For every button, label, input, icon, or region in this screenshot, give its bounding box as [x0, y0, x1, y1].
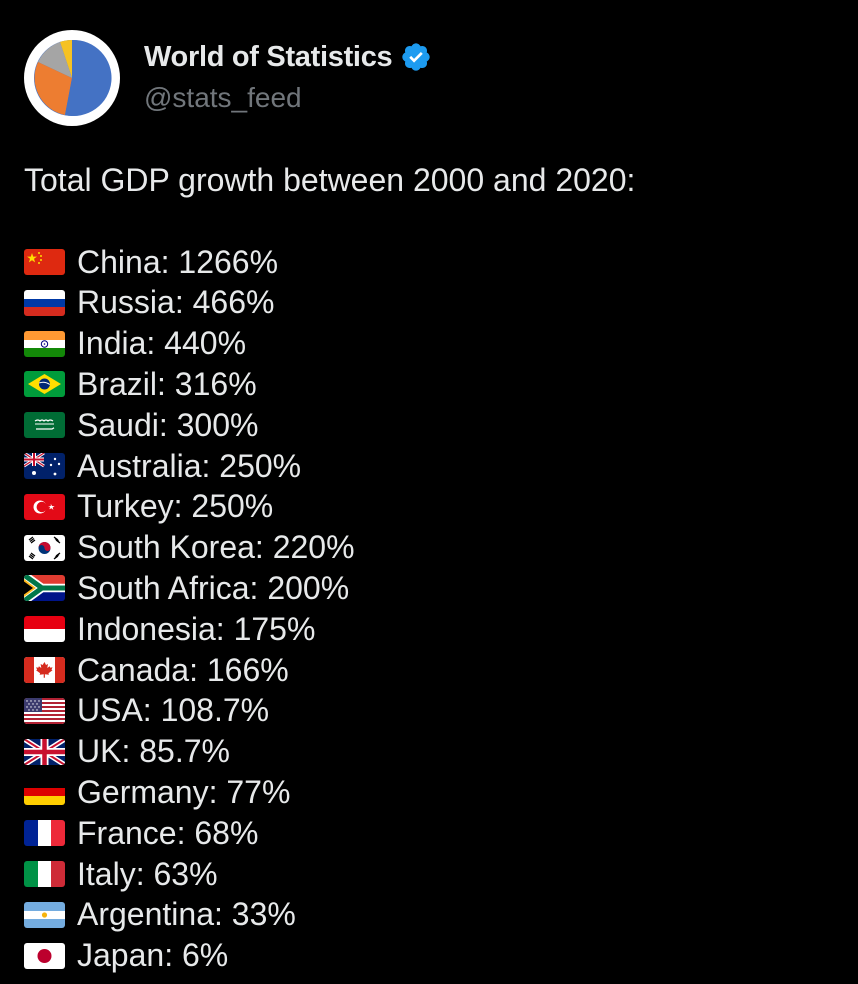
tweet-text: Total GDP growth between 2000 and 2020: …	[24, 160, 635, 976]
list-item-text: Saudi: 300%	[77, 406, 259, 443]
tweet-header: World of Statistics @stats_feed	[24, 30, 432, 126]
list-item: Turkey: 250%	[24, 486, 635, 527]
list-item: Canada: 166%	[24, 650, 635, 691]
list-item-text: China: 1266%	[77, 243, 279, 280]
list-item-text: South Africa: 200%	[77, 569, 350, 606]
author-name[interactable]: World of Statistics	[144, 40, 393, 73]
list-item: China: 1266%	[24, 242, 635, 283]
list-item: UK: 85.7%	[24, 731, 635, 772]
list-item-text: Italy: 63%	[77, 855, 218, 892]
australia-flag-icon	[24, 452, 65, 479]
list-item: Argentina: 33%	[24, 894, 635, 935]
author-info: World of Statistics @stats_feed	[144, 40, 432, 114]
list-item: USA: 108.7%	[24, 690, 635, 731]
france-flag-icon	[24, 820, 65, 847]
list-item: Indonesia: 175%	[24, 609, 635, 650]
list-item: South Korea: 220%	[24, 527, 635, 568]
list-item-text: USA: 108.7%	[77, 692, 270, 729]
japan-flag-icon	[24, 942, 65, 969]
brazil-flag-icon	[24, 371, 65, 398]
uk-flag-icon	[24, 738, 65, 765]
china-flag-icon	[24, 248, 65, 275]
italy-flag-icon	[24, 860, 65, 887]
pie-chart-logo-icon	[34, 39, 112, 116]
blank-line	[24, 201, 635, 242]
list-item: South Africa: 200%	[24, 568, 635, 609]
list-item: India: 440%	[24, 323, 635, 364]
canada-flag-icon	[24, 656, 65, 683]
list-item-text: Brazil: 316%	[77, 365, 257, 402]
list-item: Russia: 466%	[24, 282, 635, 323]
south-africa-flag-icon	[24, 575, 65, 602]
list-item: Australia: 250%	[24, 446, 635, 487]
list-item-text: Argentina: 33%	[77, 896, 296, 933]
list-item-text: Australia: 250%	[77, 447, 302, 484]
author-handle[interactable]: @stats_feed	[144, 82, 302, 113]
list-item: Saudi: 300%	[24, 405, 635, 446]
list-item: Germany: 77%	[24, 772, 635, 813]
tweet-title: Total GDP growth between 2000 and 2020:	[24, 162, 636, 198]
author-name-row: World of Statistics	[144, 40, 432, 73]
verified-badge-icon[interactable]	[400, 41, 432, 73]
list-item-text: UK: 85.7%	[77, 733, 230, 770]
list-item-text: France: 68%	[77, 814, 259, 851]
argentina-flag-icon	[24, 901, 65, 928]
list-item: Brazil: 316%	[24, 364, 635, 405]
list-item: Italy: 63%	[24, 854, 635, 895]
india-flag-icon	[24, 330, 65, 357]
usa-flag-icon	[24, 697, 65, 724]
turkey-flag-icon	[24, 493, 65, 520]
russia-flag-icon	[24, 289, 65, 316]
list-item-text: Indonesia: 175%	[77, 610, 316, 647]
germany-flag-icon	[24, 779, 65, 806]
list-item: Japan: 6%	[24, 935, 635, 976]
list-item-text: India: 440%	[77, 325, 247, 362]
list-item-text: South Korea: 220%	[77, 529, 355, 566]
list-item-text: Russia: 466%	[77, 284, 275, 321]
list-item-text: Germany: 77%	[77, 773, 291, 810]
south-korea-flag-icon	[24, 534, 65, 561]
list-item-text: Japan: 6%	[77, 937, 229, 974]
list-item-text: Canada: 166%	[77, 651, 289, 688]
list-item: France: 68%	[24, 813, 635, 854]
saudi-flag-icon	[24, 412, 65, 439]
indonesia-flag-icon	[24, 616, 65, 643]
avatar[interactable]	[24, 30, 120, 126]
list-item-text: Turkey: 250%	[77, 488, 274, 525]
